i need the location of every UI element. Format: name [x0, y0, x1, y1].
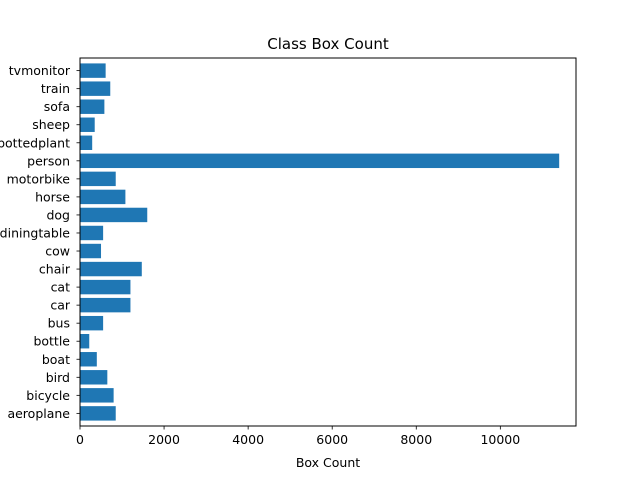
x-axis-label: Box Count: [296, 455, 360, 470]
y-tick-label-pottedplant: pottedplant: [0, 135, 70, 150]
bar-cat: [80, 279, 131, 295]
bar-cow: [80, 243, 102, 259]
bar-sheep: [80, 117, 95, 132]
x-tick-label: 10000: [480, 432, 520, 447]
bar-bicycle: [80, 388, 114, 403]
bar-tvmonitor: [80, 63, 106, 78]
y-tick-label-car: car: [50, 298, 71, 313]
bar-horse: [80, 189, 126, 205]
y-axis-ticks: aeroplane bicycle bird boat bottle bus car cat c…: [0, 63, 80, 421]
y-tick-label-tvmonitor: tvmonitor: [9, 63, 71, 78]
chart-title: Class Box Count: [267, 35, 389, 53]
bar-aeroplane: [80, 406, 116, 421]
y-tick-label-cow: cow: [45, 244, 70, 259]
y-tick-label-bus: bus: [48, 316, 70, 331]
y-tick-label-sofa: sofa: [44, 99, 70, 114]
x-axis-ticks: 0 2000 4000 6000 8000 10000: [76, 426, 520, 447]
bar-pottedplant: [80, 135, 93, 150]
bar-chair: [80, 261, 142, 277]
bar-bus: [80, 315, 104, 331]
y-tick-label-person: person: [27, 153, 70, 168]
bar-train: [80, 81, 111, 96]
y-tick-label-bird: bird: [46, 370, 70, 385]
x-tick-label: 2000: [148, 432, 180, 447]
y-tick-label-bicycle: bicycle: [26, 388, 70, 403]
bar-bottle: [80, 334, 90, 349]
y-tick-label-bottle: bottle: [33, 334, 70, 349]
bar-sofa: [80, 99, 105, 114]
bar-boat: [80, 352, 97, 367]
x-tick-label: 0: [76, 432, 84, 447]
y-tick-label-aeroplane: aeroplane: [7, 406, 70, 421]
bar-bird: [80, 370, 108, 385]
y-tick-label-dog: dog: [46, 207, 70, 222]
y-tick-label-sheep: sheep: [32, 117, 70, 132]
y-tick-label-diningtable: diningtable: [0, 225, 70, 240]
y-tick-label-cat: cat: [51, 280, 71, 295]
x-tick-label: 4000: [232, 432, 264, 447]
bars-group: [80, 63, 560, 421]
plot-frame: [79, 57, 577, 427]
y-tick-label-boat: boat: [42, 352, 70, 367]
bar-person: [80, 153, 560, 169]
x-tick-label: 8000: [400, 432, 432, 447]
bar-car: [80, 297, 131, 313]
bar-dog: [80, 207, 148, 223]
bar-diningtable: [80, 225, 104, 241]
y-tick-label-horse: horse: [35, 189, 70, 204]
x-tick-label: 6000: [316, 432, 348, 447]
y-tick-label-train: train: [41, 81, 70, 96]
y-tick-label-motorbike: motorbike: [7, 171, 71, 186]
bar-motorbike: [80, 171, 116, 187]
y-tick-label-chair: chair: [39, 262, 71, 277]
